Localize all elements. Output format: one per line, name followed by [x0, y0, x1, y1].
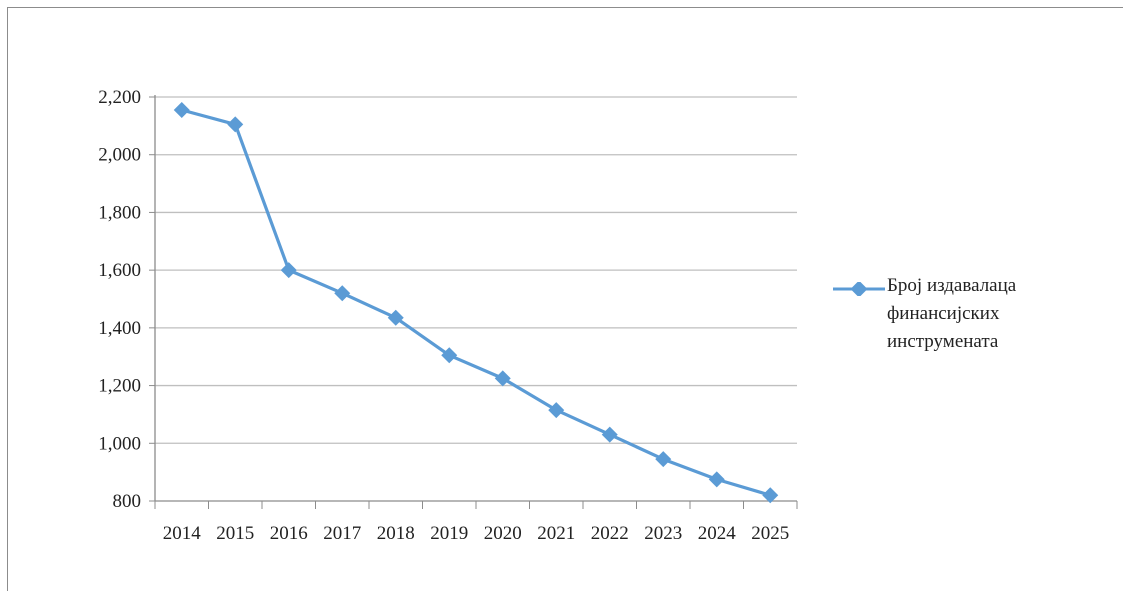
x-tick-label: 2025 [751, 523, 789, 544]
data-point-marker [601, 426, 618, 443]
data-point-marker [227, 116, 244, 133]
x-tick-label: 2022 [591, 523, 629, 544]
grid-lines [155, 96, 797, 444]
data-point-marker [762, 487, 779, 504]
y-tick-label: 2,200 [98, 87, 141, 108]
y-tick-label: 1,600 [98, 260, 141, 281]
x-tick-label: 2024 [698, 523, 737, 544]
series-line-layer [181, 108, 771, 497]
chart-frame [7, 7, 1123, 591]
data-point-marker [548, 402, 565, 419]
data-point-marker [387, 309, 404, 326]
y-tick-label: 2,000 [98, 145, 141, 166]
x-tick-label: 2016 [270, 523, 308, 544]
axes [149, 95, 798, 509]
x-tick-label: 2014 [163, 523, 202, 544]
x-tick-label: 2015 [216, 523, 254, 544]
series-line [181, 108, 771, 497]
data-point-marker [708, 471, 725, 488]
data-point-marker [334, 285, 351, 302]
y-tick-label: 800 [113, 491, 142, 512]
y-tick-label: 1,000 [98, 433, 141, 454]
y-tick-label: 1,400 [98, 318, 141, 339]
x-tick-label: 2020 [484, 523, 522, 544]
data-markers [173, 101, 779, 504]
data-point-marker [280, 262, 297, 279]
x-tick-label: 2019 [430, 523, 468, 544]
legend-marker-icon [833, 282, 885, 296]
x-tick-label: 2017 [323, 523, 361, 544]
y-tick-label: 1,200 [98, 376, 141, 397]
data-point-marker [173, 101, 190, 118]
y-tick-label: 1,800 [98, 202, 141, 223]
data-point-marker [655, 451, 672, 468]
legend-label: Број издавалаца финансијских инструменат… [887, 275, 1017, 352]
data-point-marker [441, 347, 458, 364]
x-tick-label: 2023 [644, 523, 682, 544]
x-tick-labels: 2014 2015 2016 2017 2018 2019 2020 2021 2022 2023… [163, 523, 790, 544]
x-tick-label: 2018 [377, 523, 415, 544]
data-point-marker [494, 370, 511, 387]
y-tick-labels: 800 1,000 1,200 1,400 1,600 1,800 2,000 2,200 [98, 87, 141, 512]
x-tick-label: 2021 [537, 523, 575, 544]
